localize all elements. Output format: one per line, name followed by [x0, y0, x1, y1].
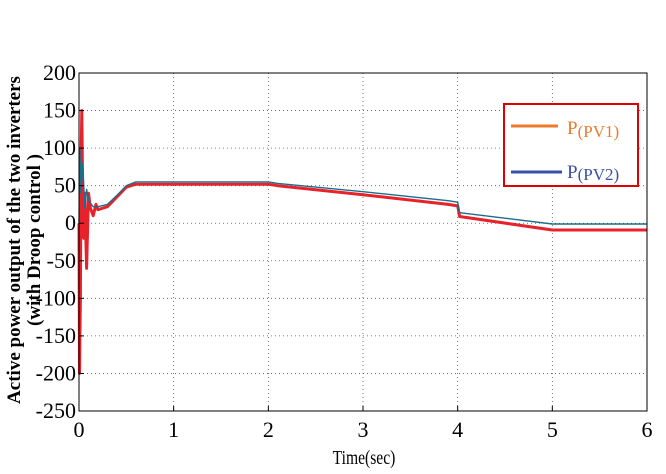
y-tick-label: 100: [43, 135, 76, 160]
y-tick-label: -50: [47, 248, 76, 273]
y-tick-label: 50: [54, 173, 76, 198]
y-axis-label-group: Active power output of the two inverters…: [4, 76, 45, 404]
grid: [79, 73, 647, 411]
y-tick-label: -150: [36, 323, 76, 348]
y-axis-label: Active power output of the two inverters: [4, 76, 25, 404]
x-axis-label: Time(sec): [333, 446, 396, 469]
y-tick-label: 0: [65, 210, 76, 235]
legend-label-pv1: P(PV1): [567, 118, 619, 141]
legend: P(PV1) P(PV2): [503, 103, 639, 187]
x-axis: 0 1 2 3 4 5 6: [74, 406, 653, 442]
legend-label-pv2-main: P: [567, 162, 578, 183]
x-tick-label: 5: [547, 417, 558, 442]
x-tick-label: 3: [358, 417, 369, 442]
y-axis: 200 150 100 50 0 -50 -100 -150 -200 -250: [36, 60, 84, 423]
y-tick-label: 200: [43, 60, 76, 85]
y-tick-label: -200: [36, 360, 76, 385]
legend-label-pv2: P(PV2): [567, 162, 619, 184]
series-line-1: [77, 109, 647, 375]
x-tick-label: 2: [263, 417, 274, 442]
y-tick-label: -100: [36, 285, 76, 310]
legend-label-pv1-sub: (PV1): [578, 122, 620, 141]
y-tick-label: -250: [36, 398, 76, 423]
y-tick-label: 150: [43, 98, 76, 123]
x-tick-label: 0: [74, 417, 85, 442]
x-tick-label: 6: [642, 417, 653, 442]
y-axis-label-line2: (with Droop control ): [24, 154, 45, 326]
x-tick-label: 4: [452, 417, 463, 442]
legend-label-pv1-main: P: [567, 118, 578, 139]
legend-label-pv2-sub: (PV2): [578, 165, 620, 184]
x-tick-label: 1: [168, 417, 179, 442]
